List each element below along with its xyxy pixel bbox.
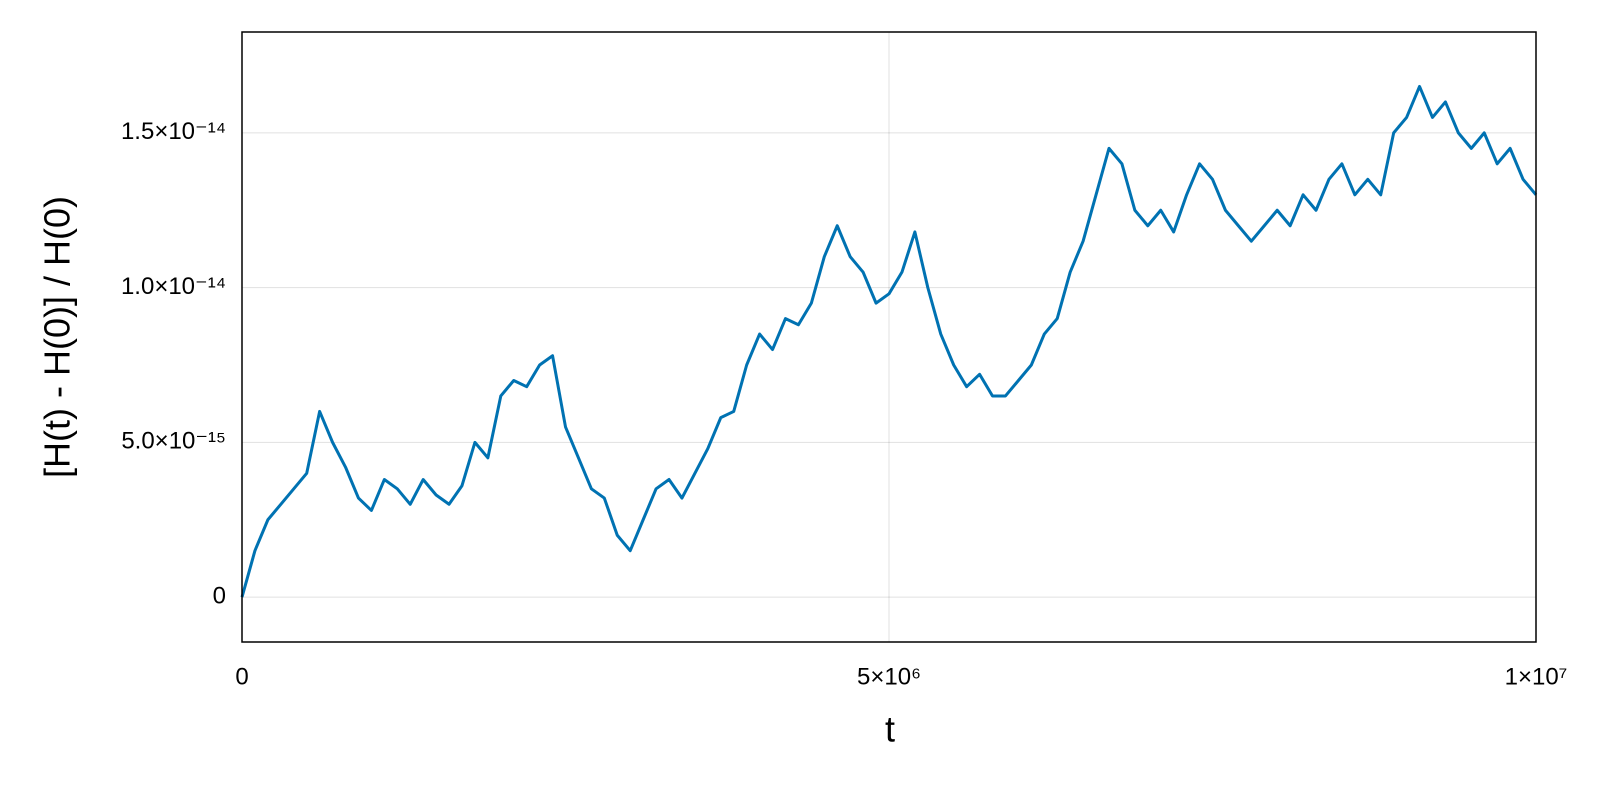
y-tick-label: 1.0×10⁻¹⁴ [121, 273, 226, 300]
y-tick-label: 5.0×10⁻¹⁵ [121, 428, 226, 455]
plot-frame [241, 31, 1537, 643]
x-axis-label: t [885, 709, 895, 750]
y-tick-label: 0 [213, 582, 226, 609]
x-tick-label: 5×10⁶ [857, 663, 921, 690]
y-axis-label: [H(t) - H(0)] / H(0) [37, 196, 78, 478]
data-line [240, 84, 1538, 598]
x-tick-label: 0 [235, 663, 248, 690]
x-tick-label: 1×10⁷ [1505, 663, 1568, 690]
y-tick-label: 1.5×10⁻¹⁴ [121, 118, 226, 145]
